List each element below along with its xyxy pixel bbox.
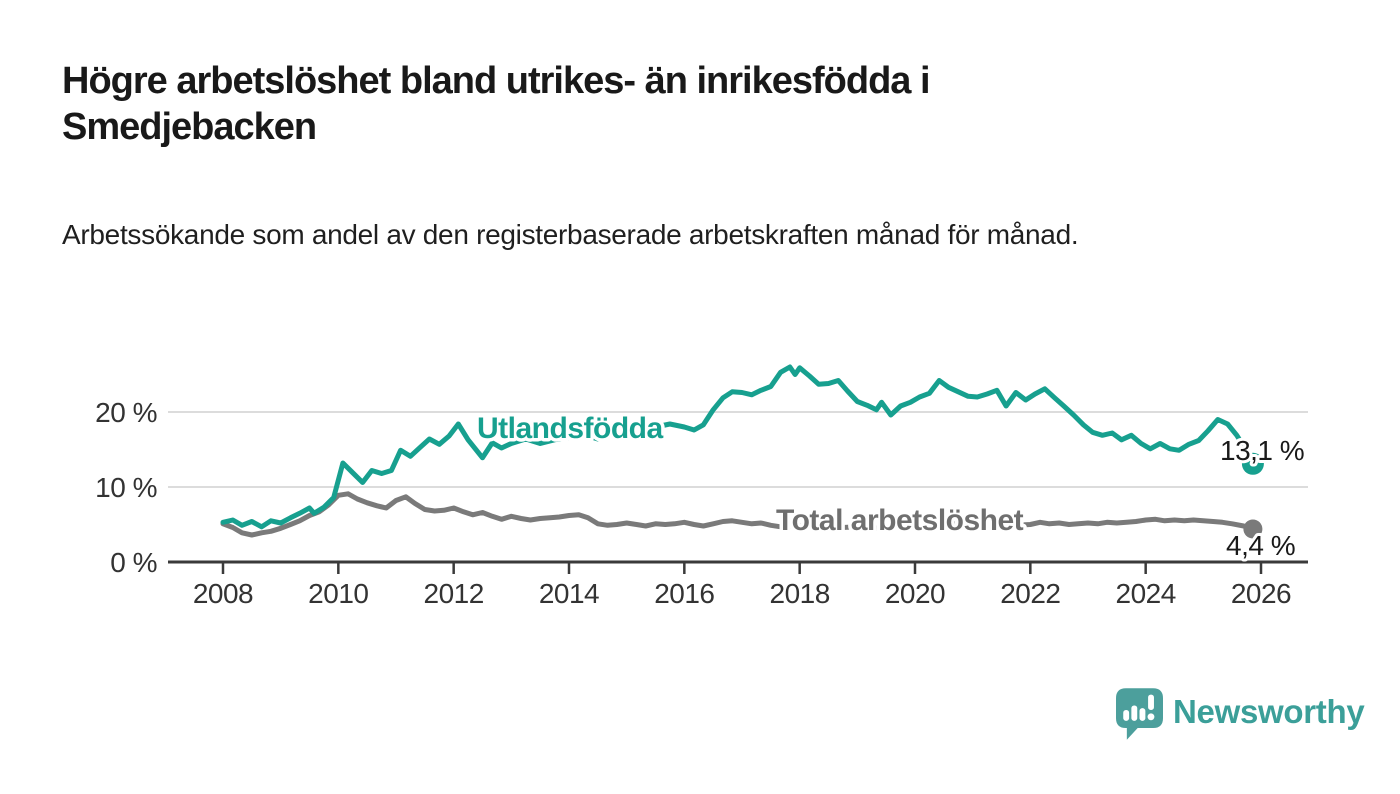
end-value-label-1: 4,4 % — [1226, 530, 1295, 561]
y-tick-label: 20 % — [95, 397, 157, 428]
x-tick-label: 2016 — [654, 578, 714, 609]
bar-3 — [1139, 708, 1146, 721]
series-label-1: Total arbetslöshet — [776, 504, 1024, 537]
end-dot-0 — [1241, 452, 1264, 475]
exclamation-dot — [1147, 713, 1155, 721]
exclamation-bar — [1148, 694, 1154, 710]
newsworthy-logo: Newsworthy — [1116, 688, 1365, 741]
x-tick-label: 2014 — [539, 578, 599, 609]
x-tick-label: 2012 — [424, 578, 484, 609]
x-tick-label: 2010 — [308, 578, 368, 609]
page-title: Högre arbetslöshet bland utrikes- än inr… — [62, 60, 931, 149]
x-tick-label: 2008 — [193, 578, 253, 609]
y-tick-label: 10 % — [95, 472, 157, 503]
x-tick-label: 2024 — [1116, 578, 1176, 609]
end-dot-1 — [1243, 519, 1263, 539]
chart-area: 2008 2010 2012 2014 2016 2018 2020 2022 2024 2026… — [0, 330, 1400, 630]
end-value-label-0: 13,1 % — [1220, 435, 1304, 466]
x-tick-label: 2020 — [885, 578, 945, 609]
series-line-1 — [220, 491, 1256, 538]
y-tick-label: 0 % — [110, 547, 157, 578]
series-line-0 — [220, 364, 1256, 530]
x-tick-label: 2022 — [1000, 578, 1060, 609]
chart-subtitle: Arbetssökande som andel av den registerb… — [62, 219, 1079, 250]
bar-2 — [1131, 705, 1138, 721]
brand-name: Newsworthy — [1173, 693, 1365, 730]
bar-1 — [1123, 709, 1130, 721]
line-chart: 2008 2010 2012 2014 2016 2018 2020 2022 2024 2026… — [95, 364, 1308, 609]
x-tick-label: 2026 — [1231, 578, 1291, 609]
x-tick-label: 2018 — [770, 578, 830, 609]
series-label-0: Utlandsfödda — [477, 412, 663, 445]
newsworthy-logo-icon — [1116, 688, 1163, 740]
